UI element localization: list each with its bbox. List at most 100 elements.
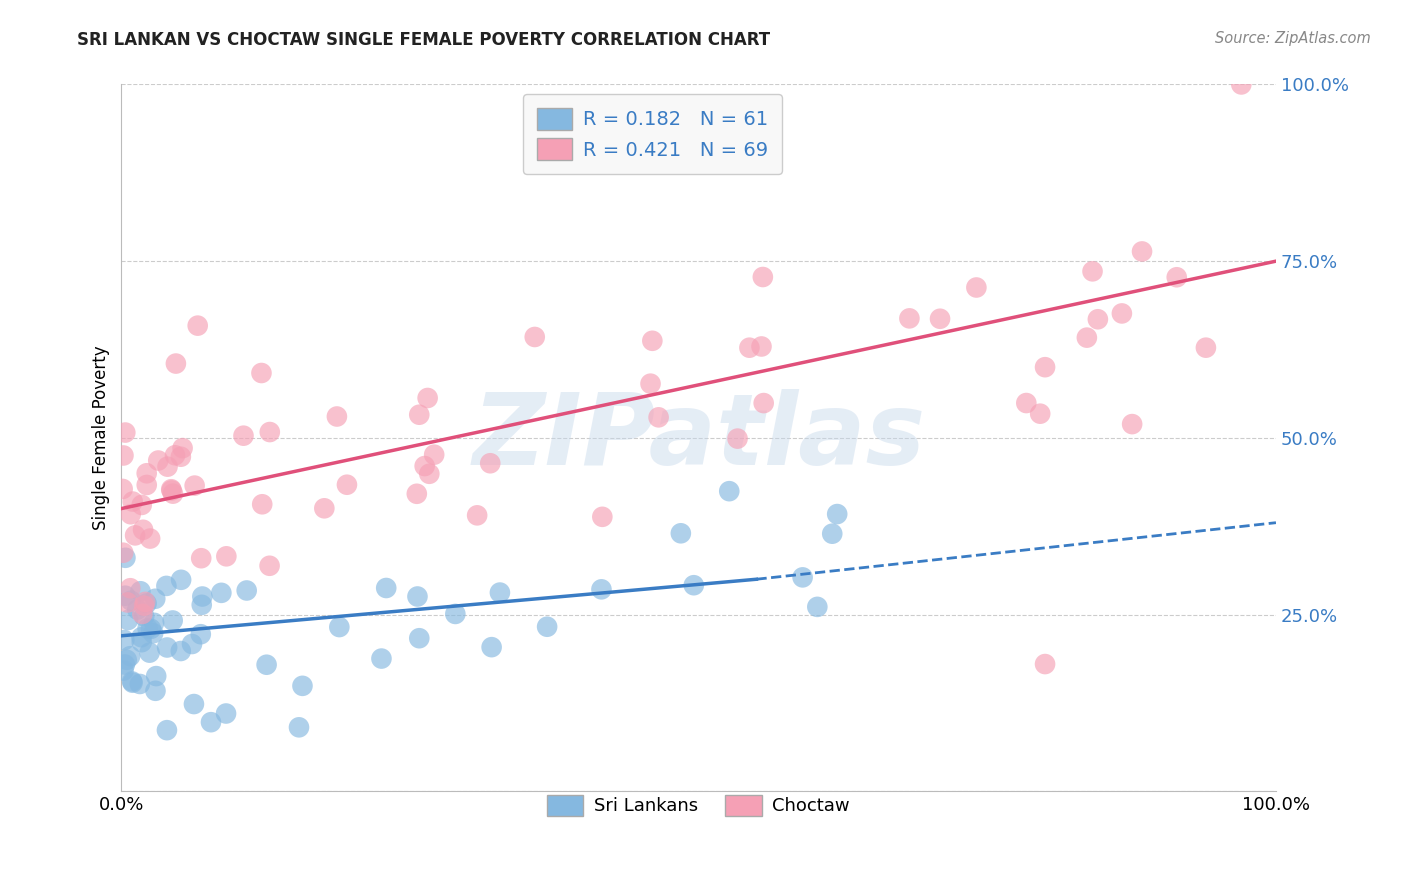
Choctaw [148,453,170,467]
Choctaw [752,396,775,410]
Sri Lankans [288,720,311,734]
Choctaw [413,458,436,473]
Choctaw [172,441,194,455]
Sri Lankans [143,615,166,630]
Choctaw [160,482,183,496]
Sri Lankans [115,653,138,667]
Choctaw [1029,407,1052,421]
Sri Lankans [481,640,503,655]
Sri Lankans [129,584,152,599]
Choctaw [215,549,238,564]
Sri Lankans [156,640,179,655]
Sri Lankans [406,590,429,604]
Choctaw [111,482,134,496]
Sri Lankans [408,631,430,645]
Choctaw [1081,264,1104,278]
Sri Lankans [821,526,844,541]
Choctaw [162,486,184,500]
Sri Lankans [120,593,142,607]
Choctaw [465,508,488,523]
Sri Lankans [128,677,150,691]
Choctaw [160,483,183,498]
Sri Lankans [825,507,848,521]
Sri Lankans [200,715,222,730]
Choctaw [183,478,205,492]
Sri Lankans [121,674,143,689]
Choctaw [751,339,773,353]
Choctaw [131,607,153,621]
Choctaw [121,494,143,508]
Choctaw [1076,331,1098,345]
Choctaw [640,376,662,391]
Text: ZIPatlas: ZIPatlas [472,390,925,486]
Sri Lankans [256,657,278,672]
Sri Lankans [131,630,153,644]
Sri Lankans [121,675,143,690]
Sri Lankans [591,582,613,597]
Choctaw [965,280,987,294]
Choctaw [259,558,281,573]
Choctaw [1087,312,1109,326]
Choctaw [418,467,440,481]
Text: SRI LANKAN VS CHOCTAW SINGLE FEMALE POVERTY CORRELATION CHART: SRI LANKAN VS CHOCTAW SINGLE FEMALE POVE… [77,31,770,49]
Choctaw [120,581,142,595]
Choctaw [170,450,193,464]
Choctaw [250,497,273,511]
Choctaw [1230,78,1253,92]
Sri Lankans [235,583,257,598]
Choctaw [1033,657,1056,671]
Choctaw [752,270,775,285]
Sri Lankans [209,586,232,600]
Sri Lankans [536,620,558,634]
Choctaw [135,478,157,492]
Sri Lankans [114,589,136,603]
Choctaw [120,508,142,522]
Choctaw [647,410,669,425]
Choctaw [641,334,664,348]
Choctaw [187,318,209,333]
Sri Lankans [134,609,156,624]
Sri Lankans [112,633,135,648]
Sri Lankans [114,550,136,565]
Sri Lankans [718,484,741,499]
Sri Lankans [291,679,314,693]
Choctaw [131,498,153,512]
Choctaw [190,551,212,566]
Choctaw [1121,417,1143,431]
Choctaw [408,408,430,422]
Sri Lankans [114,657,136,672]
Y-axis label: Single Female Poverty: Single Female Poverty [93,345,110,530]
Sri Lankans [145,683,167,698]
Choctaw [250,366,273,380]
Legend: Sri Lankans, Choctaw: Sri Lankans, Choctaw [538,786,859,825]
Sri Lankans [370,651,392,665]
Choctaw [156,459,179,474]
Choctaw [132,523,155,537]
Choctaw [738,341,761,355]
Choctaw [117,595,139,609]
Choctaw [405,487,427,501]
Choctaw [232,428,254,442]
Sri Lankans [131,635,153,649]
Choctaw [479,456,502,470]
Sri Lankans [806,599,828,614]
Sri Lankans [328,620,350,634]
Choctaw [898,311,921,326]
Choctaw [259,425,281,439]
Sri Lankans [138,646,160,660]
Sri Lankans [127,602,149,616]
Choctaw [336,477,359,491]
Choctaw [1195,341,1218,355]
Choctaw [1015,396,1038,410]
Choctaw [112,449,135,463]
Text: Source: ZipAtlas.com: Source: ZipAtlas.com [1215,31,1371,46]
Sri Lankans [120,649,142,664]
Choctaw [314,501,336,516]
Sri Lankans [136,622,159,636]
Sri Lankans [170,573,193,587]
Choctaw [134,599,156,613]
Choctaw [416,391,439,405]
Choctaw [929,311,952,326]
Sri Lankans [183,697,205,711]
Choctaw [112,546,135,560]
